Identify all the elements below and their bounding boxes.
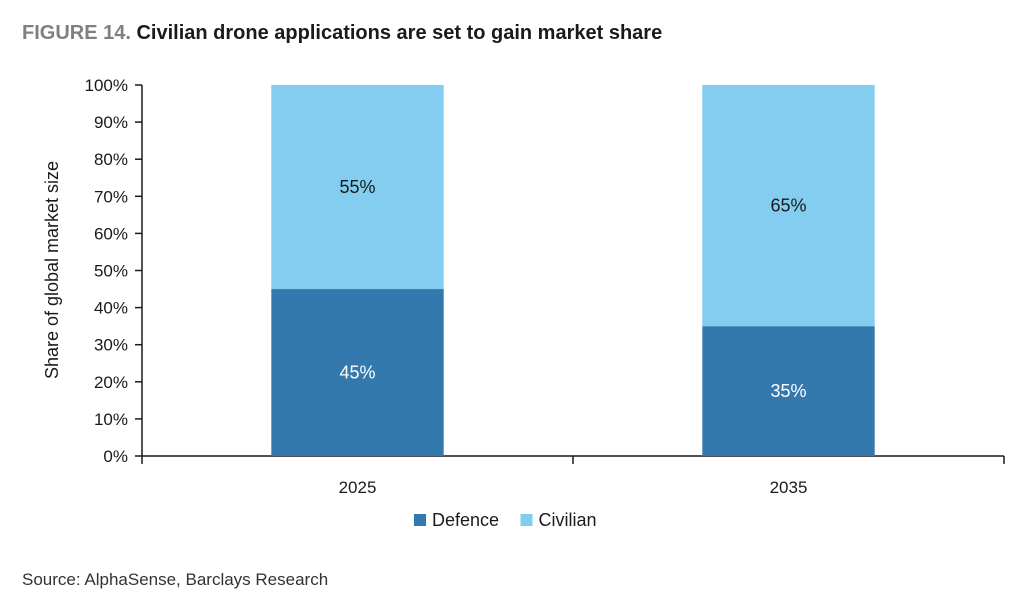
chart-title: FIGURE 14. Civilian drone applications a… (22, 22, 662, 45)
source-note: Source: AlphaSense, Barclays Research (22, 570, 329, 589)
bar-defence-2025 (271, 289, 444, 456)
y-axis: 0% 10% 20% 30% 40% 50% 60% 70% 80% 90% 100% (85, 76, 143, 466)
data-label-civilian-2025: 55% (339, 177, 375, 197)
y-tick-label: 100% (85, 76, 128, 95)
x-tick-label: 2035 (770, 478, 808, 497)
legend-label-defence: Defence (432, 510, 499, 530)
y-tick-label: 70% (94, 187, 128, 206)
y-tick-label: 20% (94, 373, 128, 392)
bar-civilian-2025 (271, 85, 444, 290)
y-tick-label: 60% (94, 224, 128, 243)
legend: Defence Civilian (414, 510, 597, 530)
bar-defence-2035 (702, 326, 875, 456)
y-tick-label: 0% (103, 447, 128, 466)
legend-swatch-civilian (520, 514, 533, 526)
bars: 45% 55% 35% 65% (271, 85, 875, 456)
stacked-bar-chart: 0%10%20%30%40%50%60%70%80%90%100% 2025 20… (42, 76, 1005, 530)
figure-label: FIGURE 14. (22, 22, 131, 44)
legend-swatch-defence (414, 514, 426, 526)
y-axis-label: Share of global market size (42, 161, 62, 379)
bar-civilian-2035 (702, 85, 875, 327)
x-axis: 2025 2035 (141, 455, 1005, 497)
legend-label-civilian: Civilian (539, 510, 597, 530)
figure-title: Civilian drone applications are set to g… (136, 22, 663, 44)
y-tick-label: 40% (94, 299, 128, 318)
y-tick-label: 90% (94, 113, 128, 132)
y-tick-label: 80% (94, 150, 128, 169)
data-label-defence-2025: 45% (339, 363, 375, 383)
y-tick-label: 50% (94, 262, 128, 281)
x-tick-label: 2025 (339, 478, 377, 497)
y-tick-label: 10% (94, 410, 128, 429)
y-tick-label: 30% (94, 336, 128, 355)
data-label-civilian-2035: 65% (770, 196, 806, 216)
data-label-defence-2035: 35% (770, 381, 806, 401)
